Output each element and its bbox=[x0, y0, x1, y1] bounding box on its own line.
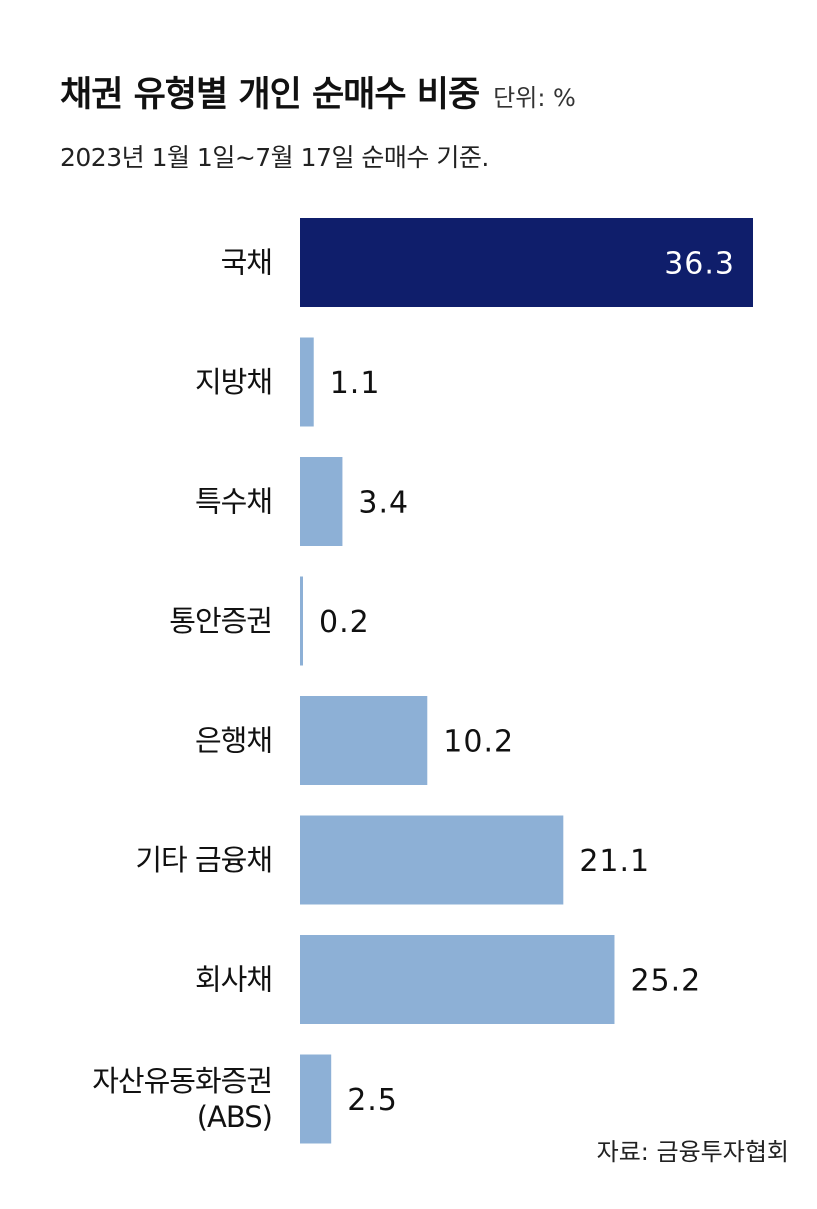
unit-label: 단위: % bbox=[493, 84, 576, 112]
value-label-2: 3.4 bbox=[358, 486, 409, 521]
value-label-3: 0.2 bbox=[319, 605, 370, 640]
value-label-6: 25.2 bbox=[630, 964, 701, 999]
chart-subtitle: 2023년 1월 1일~7월 17일 순매수 기준. bbox=[60, 143, 489, 172]
category-label-6: 회사채 bbox=[195, 963, 272, 997]
bar-4 bbox=[300, 696, 428, 785]
category-label-0: 국채 bbox=[221, 246, 272, 280]
value-label-0: 36.3 bbox=[664, 247, 735, 282]
category-label-1: 지방채 bbox=[195, 365, 272, 399]
source-note: 자료: 금융투자협회 bbox=[596, 1138, 789, 1166]
chart-title: 채권 유형별 개인 순매수 비중 bbox=[60, 75, 480, 115]
bar-6 bbox=[300, 935, 615, 1024]
title-row: 채권 유형별 개인 순매수 비중 단위: % bbox=[60, 66, 576, 117]
category-label-7-line-1: (ABS) bbox=[197, 1100, 272, 1134]
category-label-4: 은행채 bbox=[195, 724, 272, 758]
bar-7 bbox=[300, 1054, 332, 1144]
bar-3 bbox=[300, 576, 303, 666]
bar-0 bbox=[300, 218, 753, 307]
value-label-5: 21.1 bbox=[579, 844, 650, 879]
value-label-4: 10.2 bbox=[443, 725, 514, 760]
bar-1 bbox=[300, 337, 314, 427]
category-label-2: 특수채 bbox=[195, 485, 272, 519]
category-label-3: 통안증권 bbox=[169, 604, 272, 638]
bar-2 bbox=[300, 457, 343, 546]
bar-5 bbox=[300, 815, 564, 905]
value-label-1: 1.1 bbox=[330, 366, 381, 401]
category-label-7-line-0: 자산유동화증권 bbox=[92, 1064, 272, 1098]
category-label-5: 기타 금융채 bbox=[135, 843, 272, 877]
value-label-7: 2.5 bbox=[347, 1083, 398, 1118]
